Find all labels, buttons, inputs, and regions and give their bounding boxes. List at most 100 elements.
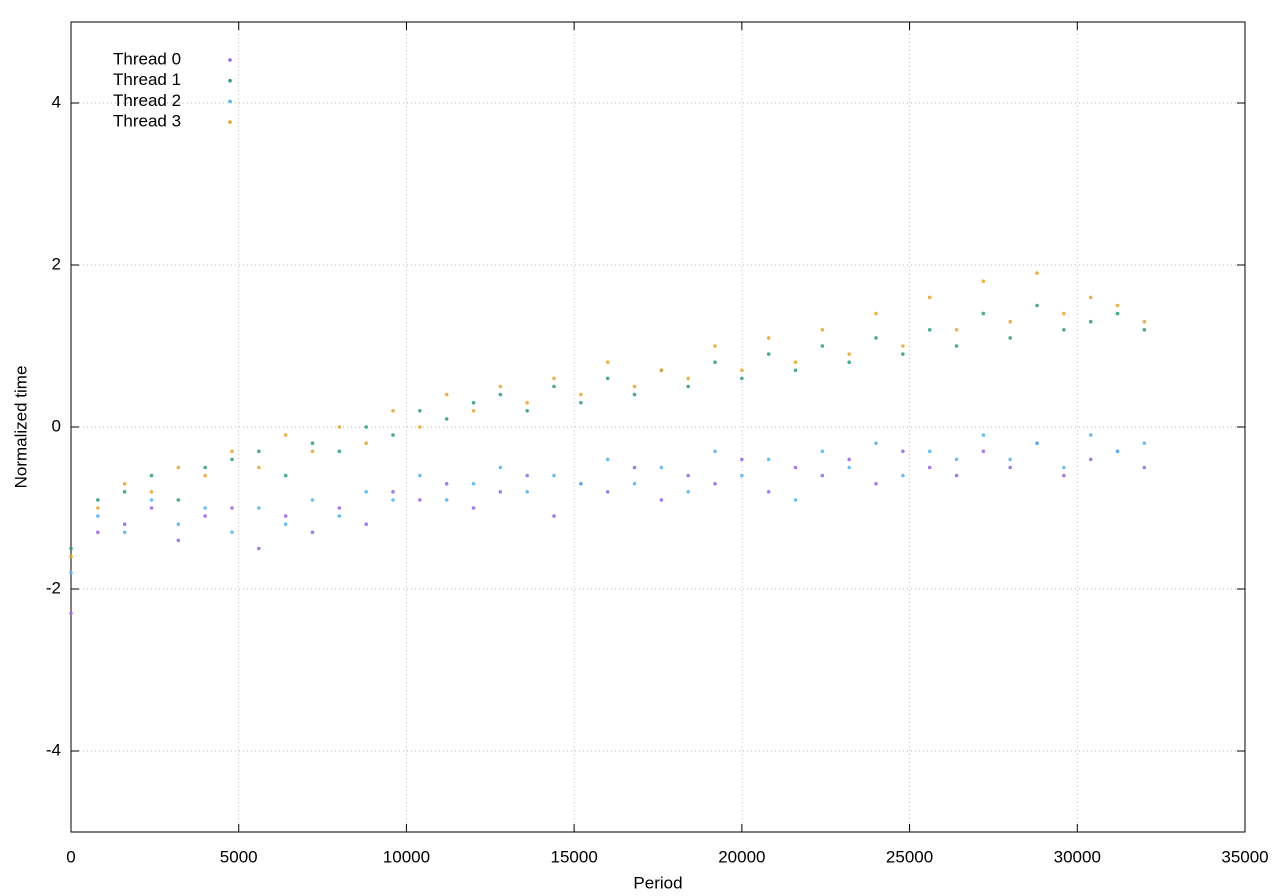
point [552, 514, 556, 518]
point [391, 498, 395, 502]
point [498, 490, 503, 494]
x-tick-label: 25000 [886, 847, 933, 866]
point [337, 425, 342, 429]
point [766, 457, 771, 462]
point [1008, 319, 1012, 324]
point [981, 311, 986, 316]
point [176, 465, 181, 470]
point [69, 554, 73, 559]
point [1142, 441, 1147, 446]
point [471, 506, 476, 510]
point [525, 400, 529, 405]
point [1008, 457, 1012, 462]
point [471, 409, 476, 413]
y-tick-label: 0 [52, 416, 61, 435]
point [203, 506, 207, 510]
point [230, 457, 234, 462]
point [713, 481, 717, 486]
point [579, 392, 583, 397]
point [176, 498, 181, 502]
point [713, 360, 717, 365]
point [874, 336, 878, 340]
point [740, 376, 744, 381]
point [122, 481, 127, 486]
point [766, 352, 771, 356]
point [444, 417, 449, 421]
point [122, 490, 127, 494]
plot-border [70, 21, 1246, 833]
point [686, 384, 690, 389]
point [418, 498, 422, 502]
point [444, 481, 449, 486]
y-axis-label: Normalized time [11, 366, 30, 489]
x-tick-label: 10000 [383, 847, 430, 866]
point [1115, 449, 1120, 454]
point [927, 295, 932, 300]
point [847, 360, 851, 365]
point [847, 457, 851, 462]
x-axis-label: Period [633, 873, 682, 892]
point [901, 352, 905, 356]
point [552, 473, 556, 478]
point [981, 449, 986, 454]
point [391, 490, 395, 494]
point [605, 376, 610, 381]
point [230, 530, 234, 535]
point [874, 311, 878, 316]
point [1062, 328, 1066, 332]
point [686, 376, 690, 381]
point [793, 498, 798, 502]
point [659, 368, 664, 373]
point [1008, 336, 1012, 340]
point [310, 441, 315, 446]
point [981, 279, 986, 284]
point [444, 498, 449, 502]
point [176, 522, 181, 526]
point [96, 530, 100, 535]
point [820, 344, 825, 348]
x-tick-label: 0 [66, 847, 75, 866]
point [605, 457, 610, 462]
point [149, 498, 154, 502]
point [283, 514, 288, 518]
point [444, 392, 449, 397]
point [96, 514, 100, 518]
y-tick-label: 2 [52, 254, 61, 273]
point [1035, 303, 1039, 308]
point [96, 498, 100, 502]
point [847, 465, 851, 470]
point [391, 409, 395, 413]
point [659, 465, 664, 470]
point [686, 490, 690, 494]
point [740, 473, 744, 478]
point [793, 368, 798, 373]
point [176, 538, 181, 543]
point [954, 328, 959, 332]
point [1088, 295, 1093, 300]
point [149, 490, 154, 494]
x-tick-label: 30000 [1054, 847, 1101, 866]
point [766, 336, 771, 340]
point [847, 352, 851, 356]
point [605, 360, 610, 365]
point [364, 425, 368, 429]
point [874, 481, 878, 486]
point [820, 473, 825, 478]
point [713, 344, 717, 348]
point [1115, 311, 1120, 316]
point [1088, 457, 1093, 462]
point [713, 449, 717, 454]
legend-marker [228, 58, 232, 62]
legend-label: Thread 3 [113, 112, 181, 131]
point [954, 473, 959, 478]
point [525, 409, 529, 413]
point [498, 392, 503, 397]
point [69, 546, 73, 551]
point [149, 506, 154, 510]
point [954, 457, 959, 462]
point [579, 481, 583, 486]
point [740, 457, 744, 462]
point [257, 449, 261, 454]
point [927, 328, 932, 332]
point [310, 449, 315, 454]
